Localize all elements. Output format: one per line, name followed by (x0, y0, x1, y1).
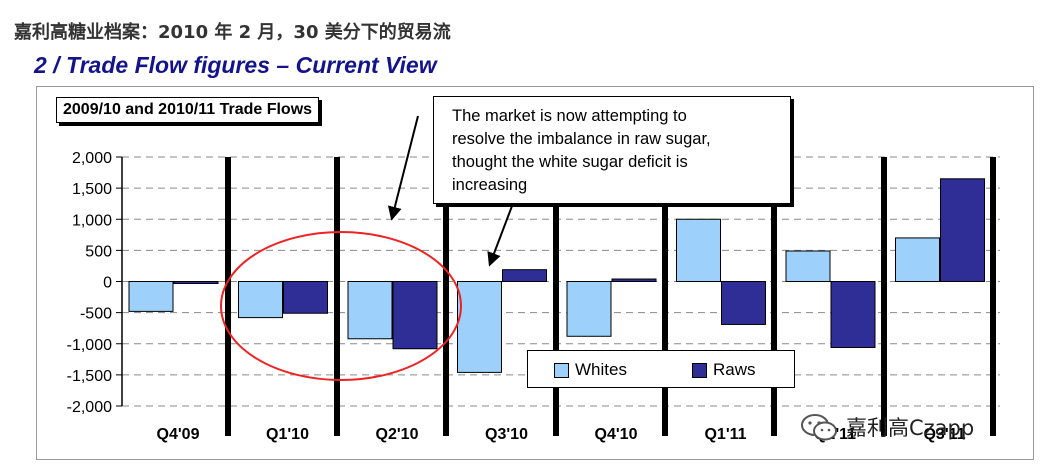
watermark: 嘉利高Czapp (800, 412, 974, 442)
bar-whites (676, 218, 721, 282)
x-tick-label: Q1'11 (704, 426, 746, 443)
bar-whites (457, 281, 502, 373)
bar-raws (940, 178, 985, 283)
y-tick-label: -2,000 (67, 399, 112, 416)
bar-whites (128, 281, 174, 312)
legend-item-raws: Raws (692, 360, 756, 380)
x-tick-label: Q1'10 (266, 426, 309, 443)
chart-legend: Whites Raws (527, 350, 795, 388)
bar-whites (347, 281, 393, 340)
wechat-icon (801, 414, 837, 441)
legend-swatch-whites (554, 362, 569, 378)
y-tick-label: -1,000 (67, 337, 112, 354)
legend-label-whites: Whites (575, 360, 627, 379)
bar-whites (566, 281, 612, 337)
page-headline: 嘉利高糖业档案：2010 年 2 月，30 美分下的贸易流 (14, 22, 451, 43)
bar-whites (895, 237, 940, 283)
y-tick-label: 2,000 (72, 150, 112, 167)
y-tick-label: -1,500 (67, 368, 112, 385)
legend-item-whites: Whites (554, 360, 627, 380)
annotation-circle (220, 231, 462, 381)
bar-raws (611, 278, 657, 283)
x-tick-label: Q3'11 (923, 426, 965, 443)
bar-raws (502, 269, 547, 282)
y-tick-label: 1,000 (72, 212, 112, 229)
y-tick-label: 0 (103, 275, 112, 292)
bar-raws (283, 281, 328, 314)
annotation-arrow (387, 115, 419, 221)
y-tick-label: -500 (80, 306, 112, 323)
legend-swatch-raws (692, 362, 707, 378)
bar-whites (785, 250, 831, 282)
x-tick-label: Q2'10 (376, 426, 419, 443)
bar-raws (721, 281, 766, 325)
slide-title: 2 / Trade Flow figures – Current View (34, 52, 437, 78)
x-tick-label: Q4'10 (595, 426, 638, 443)
bar-raws (392, 281, 438, 350)
bar-raws (830, 281, 876, 348)
y-tick-label: 1,500 (72, 181, 112, 198)
legend-label-raws: Raws (713, 360, 756, 379)
bar-raws (173, 281, 219, 284)
bar-whites (238, 281, 283, 319)
y-tick-label: 500 (85, 243, 112, 260)
annotation-callout: The market is now attempting to resolve … (433, 96, 791, 204)
x-tick-label: Q4'09 (157, 426, 200, 443)
annotation-arrow (487, 205, 513, 267)
chart-title: 2009/10 and 2010/11 Trade Flows (56, 97, 320, 123)
watermark-text: 嘉利高Czapp (846, 416, 975, 440)
x-tick-label: Q3'10 (485, 426, 528, 443)
